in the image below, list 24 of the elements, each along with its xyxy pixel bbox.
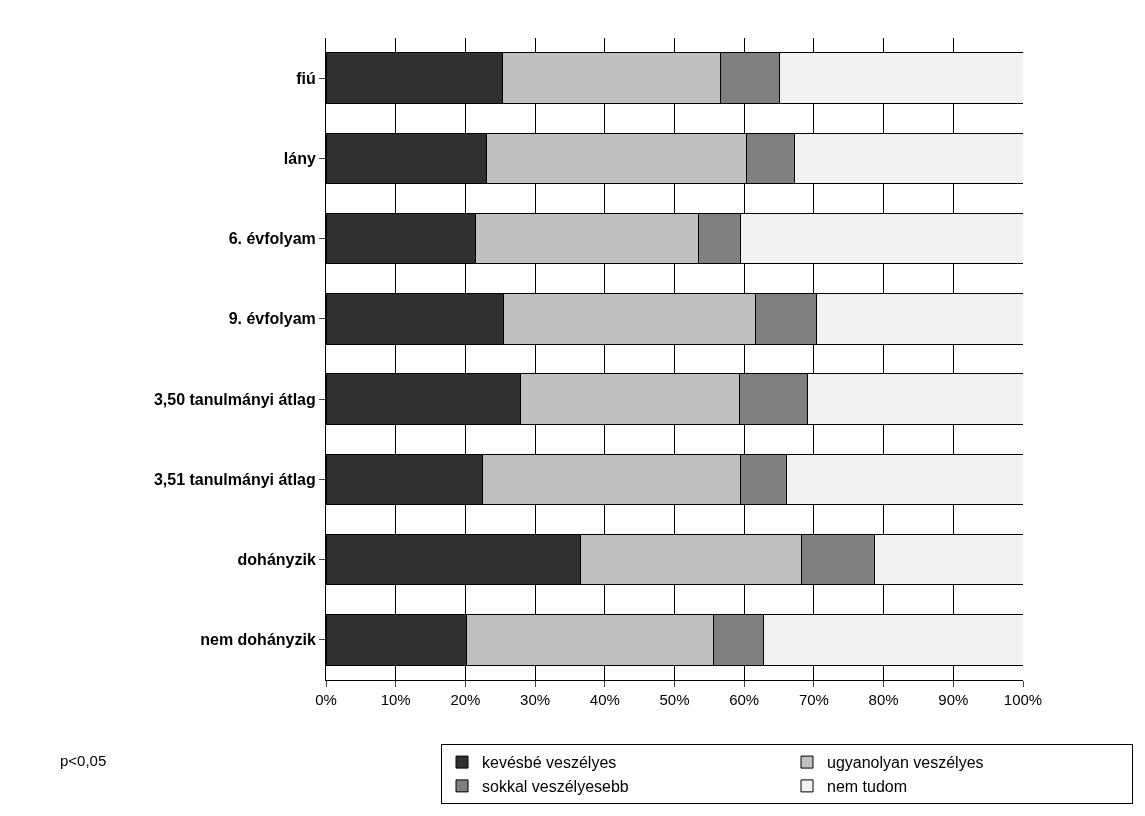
x-tick-label: 10%	[380, 691, 411, 708]
y-tick-label: dohányzik	[237, 551, 316, 569]
legend-label: kevésbé veszélyes	[482, 754, 617, 772]
legend-label: nem tudom	[827, 778, 908, 796]
x-tick-label: 40%	[589, 691, 620, 708]
x-tick-label: 60%	[729, 691, 760, 708]
y-tick-label: 3,51 tanulmányi átlag	[153, 470, 316, 488]
y-tick-label: 3,50 tanulmányi átlag	[153, 390, 316, 408]
y-tick-label: 9. évfolyam	[228, 310, 316, 328]
legend-label: ugyanolyan veszélyes	[827, 754, 984, 772]
legend-label: sokkal veszélyesebb	[482, 778, 629, 796]
x-tick-label: 50%	[659, 691, 690, 708]
y-tick-label: nem dohányzik	[200, 631, 316, 649]
y-tick-label: lány	[283, 149, 316, 167]
x-tick-label: 30%	[520, 691, 551, 708]
x-tick-label: 20%	[450, 691, 481, 708]
y-tick-label: fiú	[296, 69, 316, 87]
x-tick-label: 90%	[938, 691, 969, 708]
x-tick-label: 80%	[868, 691, 899, 708]
text: p<0,05	[60, 752, 107, 769]
x-tick-label: 0%	[315, 691, 337, 708]
x-tick-label: 70%	[798, 691, 829, 708]
x-tick-label: 100%	[1003, 691, 1043, 708]
y-tick-label: 6. évfolyam	[228, 230, 316, 248]
